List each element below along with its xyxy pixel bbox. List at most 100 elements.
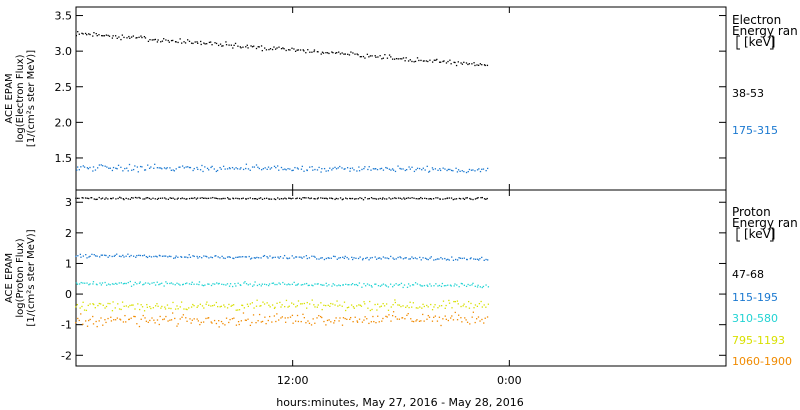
data-point [157, 39, 158, 40]
data-point [443, 167, 444, 168]
data-point [276, 313, 277, 314]
data-point [433, 285, 434, 286]
data-point [467, 322, 468, 323]
data-point [93, 166, 94, 167]
data-point [411, 256, 412, 257]
data-point [85, 33, 86, 34]
data-point [293, 304, 294, 305]
data-point [182, 165, 183, 166]
data-point [146, 304, 147, 305]
data-point [97, 167, 98, 168]
data-point [111, 320, 112, 321]
data-point [176, 283, 177, 284]
data-point [279, 258, 280, 259]
data-point [191, 284, 192, 285]
data-point [134, 316, 135, 317]
data-point [138, 197, 139, 198]
data-point [475, 198, 476, 199]
data-point [246, 198, 247, 199]
data-point [201, 44, 202, 45]
data-point [463, 198, 464, 199]
data-point [468, 301, 469, 302]
data-point [124, 306, 125, 307]
data-point [404, 257, 405, 258]
data-point [147, 307, 148, 308]
data-point [240, 256, 241, 257]
data-point [335, 317, 336, 318]
data-point [423, 60, 424, 61]
legend-entry: 795-1193 [732, 334, 785, 347]
data-point [421, 169, 422, 170]
data-point [250, 303, 251, 304]
data-point [284, 168, 285, 169]
data-point [106, 34, 107, 35]
y-tick-label: 2.5 [55, 81, 73, 94]
data-point [479, 258, 480, 259]
data-point [199, 256, 200, 257]
data-point [321, 317, 322, 318]
data-point [284, 255, 285, 256]
data-point [309, 323, 310, 324]
data-point [299, 198, 300, 199]
data-point [261, 285, 262, 286]
data-point [167, 320, 168, 321]
data-point [181, 257, 182, 258]
data-point [120, 197, 121, 198]
data-point [324, 198, 325, 199]
data-point [123, 321, 124, 322]
data-point [449, 303, 450, 304]
data-point [259, 168, 260, 169]
data-point [125, 256, 126, 257]
data-point [353, 169, 354, 170]
data-point [218, 320, 219, 321]
data-point [425, 169, 426, 170]
data-point [94, 198, 95, 199]
data-point [192, 282, 193, 283]
data-point [382, 318, 383, 319]
data-point [82, 282, 83, 283]
data-point [203, 255, 204, 256]
data-point [229, 168, 230, 169]
data-point [275, 257, 276, 258]
data-point [367, 169, 368, 170]
data-point [254, 281, 255, 282]
data-point [325, 305, 326, 306]
data-point [459, 286, 460, 287]
data-point [422, 285, 423, 286]
data-point [274, 166, 275, 167]
data-point [318, 167, 319, 168]
data-point [358, 166, 359, 167]
data-point [233, 304, 234, 305]
data-point [421, 259, 422, 260]
data-point [348, 307, 349, 308]
data-point [286, 169, 287, 170]
data-point [85, 320, 86, 321]
data-point [320, 316, 321, 317]
data-point [106, 285, 107, 286]
data-point [228, 304, 229, 305]
data-point [429, 60, 430, 61]
data-point [431, 256, 432, 257]
data-point [247, 47, 248, 48]
data-point [174, 199, 175, 200]
data-point [477, 306, 478, 307]
data-point [376, 259, 377, 260]
data-point [281, 167, 282, 168]
data-point [298, 283, 299, 284]
data-point [282, 316, 283, 317]
data-point [271, 321, 272, 322]
data-point [459, 198, 460, 199]
data-point [113, 319, 114, 320]
data-point [250, 45, 251, 46]
data-point [253, 46, 254, 47]
data-point [298, 168, 299, 169]
data-point [117, 317, 118, 318]
y-tick-label: 2 [65, 227, 72, 240]
data-point [477, 169, 478, 170]
data-point [363, 301, 364, 302]
data-point [190, 257, 191, 258]
data-point [446, 170, 447, 171]
data-point [473, 62, 474, 63]
data-point [476, 198, 477, 199]
data-point [307, 302, 308, 303]
